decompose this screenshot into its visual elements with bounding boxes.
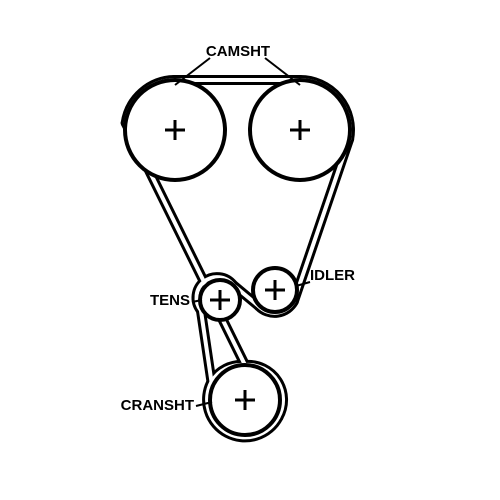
pulley-cam_right (250, 80, 350, 180)
pulley-cam_left (125, 80, 225, 180)
label-crankshaft: CRANSHT (121, 397, 194, 414)
pulley-crank (210, 365, 280, 435)
label-camshaft: CAMSHT (206, 43, 270, 60)
label-idler: IDLER (310, 267, 355, 284)
pulley-tensioner (200, 280, 240, 320)
pulley-idler (253, 268, 297, 312)
belt-routing-diagram: CAMSHT IDLER TENS CRANSHT (0, 0, 500, 500)
pulleys (125, 80, 350, 435)
label-tensioner: TENS (150, 292, 190, 309)
